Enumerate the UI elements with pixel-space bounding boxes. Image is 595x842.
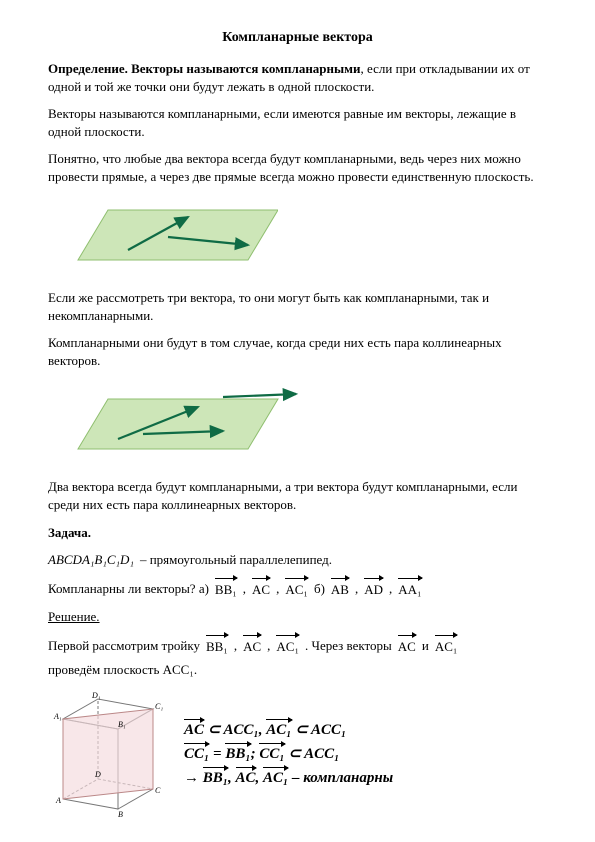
formula-block: A B C D A₁ B₁ C₁ D₁ AC ⊂ ACC₁, AC₁ ⊂ ACC… (48, 689, 547, 819)
vec-ac1: AC₁ (285, 579, 308, 599)
task-heading: Задача. (48, 524, 547, 542)
svg-text:D₁: D₁ (91, 691, 101, 700)
f2-acc1: ⊂ ACC₁ (285, 746, 340, 762)
sol-b: . Через векторы (305, 637, 392, 655)
two-vectors-paragraph: Понятно, что любые два вектора всегда бу… (48, 150, 547, 185)
f2-sc: ; (251, 746, 260, 762)
f3-bb1: BB₁ (203, 768, 228, 787)
formula-1: AC ⊂ ACC₁, AC₁ ⊂ ACC₁ (184, 720, 393, 739)
f1-acc1: ⊂ ACC₁, (204, 722, 266, 738)
q-lead: Компланарны ли векторы? а) (48, 580, 209, 598)
vec-aa1: AA₁ (398, 579, 421, 599)
page-title: Компланарные вектора (48, 30, 547, 46)
summary-paragraph: Два вектора всегда будут компланарными, … (48, 478, 547, 513)
solution-heading: Решение. (48, 608, 547, 626)
definition-paragraph: Определение. Векторы называются комплана… (48, 60, 547, 95)
vec-ad: AD (364, 579, 383, 599)
page: Компланарные вектора Определение. Вектор… (0, 0, 595, 839)
definition-paragraph-2: Векторы называются компланарными, если и… (48, 105, 547, 140)
through-ac1: AC₁ (435, 636, 458, 656)
vec-ac: AC (252, 579, 270, 599)
f3-ac1: AC₁ (263, 768, 288, 787)
definition-lead: Определение. Векторы называются комплана… (48, 61, 361, 76)
formula-lines: AC ⊂ ACC₁, AC₁ ⊂ ACC₁ CC₁ = BB₁; CC₁ ⊂ A… (184, 715, 393, 792)
svg-text:C₁: C₁ (155, 702, 163, 711)
svg-text:C: C (155, 786, 161, 795)
through-ac: AC (398, 636, 416, 656)
task-rest: – прямоугольный параллелепипед. (140, 551, 332, 569)
formula-2: CC₁ = BB₁; CC₁ ⊂ ACC₁ (184, 744, 393, 763)
three-vectors-paragraph: Если же рассмотреть три вектора, то они … (48, 289, 547, 324)
sol-a: Первой рассмотрим тройку (48, 637, 200, 655)
triple-ac: AC (243, 636, 261, 656)
task-object: ABCDA₁B₁C₁D₁ – прямоугольный параллелепи… (48, 551, 547, 569)
f1-ac: AC (184, 720, 204, 739)
f3-ac: AC (236, 768, 256, 787)
box-diagram: A B C D A₁ B₁ C₁ D₁ (48, 689, 168, 819)
solution-label: Решение. (48, 609, 100, 624)
task-math: ABCDA₁B₁C₁D₁ (48, 551, 134, 569)
f2-cc1b: CC₁ (259, 744, 284, 763)
vec-bb1: BB₁ (215, 579, 237, 599)
solution-line-1: Первой рассмотрим тройку BB₁, AC, AC₁ . … (48, 636, 547, 679)
collinear-paragraph: Компланарными они будут в том случае, ко… (48, 334, 547, 369)
f2-eq: = (209, 746, 225, 762)
f3-c1: , (228, 770, 236, 786)
f1-ac1: AC₁ (266, 720, 291, 739)
svg-text:A: A (55, 796, 61, 805)
task-label: Задача. (48, 525, 91, 540)
question-line: Компланарны ли векторы? а) BB₁, AC, AC₁ … (48, 579, 547, 599)
svg-text:D: D (94, 770, 101, 779)
svg-text:B: B (118, 810, 123, 819)
f3-arrow: → (184, 770, 203, 786)
svg-text:A₁: A₁ (53, 712, 62, 721)
sol-d: проведём плоскость ACC₁. (48, 661, 197, 679)
diagram-three-vectors (48, 379, 547, 468)
q-mid: б) (314, 580, 325, 598)
f1-acc1b: ⊂ ACC₁ (292, 722, 347, 738)
f3-text: – компланарны (288, 770, 393, 786)
vec-ab: AB (331, 579, 349, 599)
svg-text:B₁: B₁ (118, 720, 126, 729)
formula-3: → BB₁, AC, AC₁ – компланарны (184, 768, 393, 787)
f2-bb1: BB₁ (225, 744, 250, 763)
f2-cc1: CC₁ (184, 744, 209, 763)
sol-c: и (422, 637, 429, 655)
triple-bb1: BB₁ (206, 636, 228, 656)
f3-c2: , (256, 770, 264, 786)
diagram-two-vectors (48, 195, 547, 279)
triple-ac1: AC₁ (276, 636, 299, 656)
